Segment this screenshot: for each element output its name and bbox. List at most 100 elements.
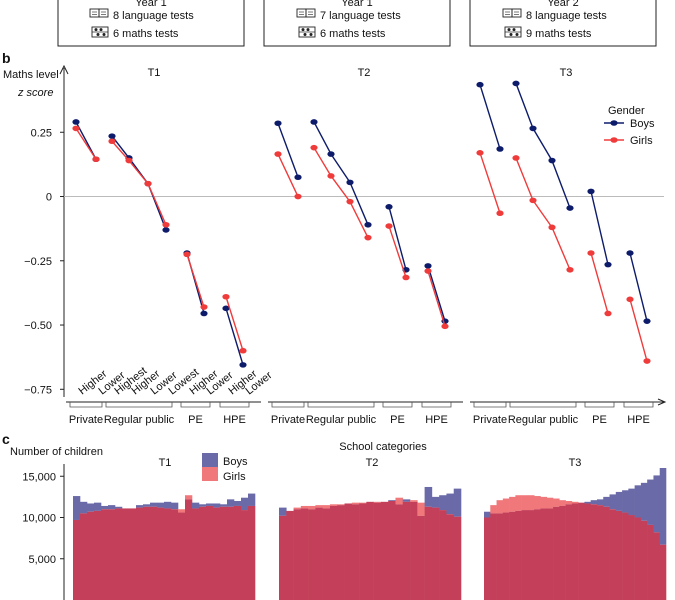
hist-bar-overlap [286, 510, 294, 600]
hist-bar-overlap [484, 517, 491, 600]
point-girls [424, 268, 432, 274]
top-box-year: Year 2 [547, 0, 578, 9]
group-bracket [105, 402, 173, 408]
hist-bar-overlap [515, 510, 522, 600]
point-girls [476, 150, 484, 156]
hist-bar-boys [94, 502, 102, 511]
hist-bar-overlap [129, 508, 137, 600]
hist-bar-overlap [388, 501, 396, 600]
hist-bar-overlap [596, 505, 604, 600]
group-bracket [382, 402, 413, 408]
hist-bar-boys [80, 501, 88, 514]
point-boys [222, 305, 230, 312]
hist-bar-overlap [366, 501, 374, 600]
legend-hist-girls-swatch [202, 467, 218, 481]
hist-bar-overlap [136, 507, 144, 600]
series-line-girls [225, 296, 244, 351]
legend-boys-marker [610, 120, 618, 126]
hist-bar-overlap [659, 544, 667, 600]
hist-bar-overlap [373, 502, 382, 600]
series-line-girls [629, 299, 648, 362]
hist-bar-overlap [322, 508, 331, 600]
hist-bar-boys [157, 502, 165, 508]
hist-bar-boys [241, 497, 249, 511]
hist-bar-overlap [300, 508, 309, 600]
hist-bar-overlap [439, 510, 447, 600]
hist-bar-boys [248, 493, 256, 506]
abacus-icon [298, 26, 316, 38]
hist-bar-overlap [80, 513, 88, 600]
point-boys [548, 157, 556, 164]
point-girls [108, 138, 116, 145]
legend-girls-label: Girls [630, 135, 653, 147]
hist-bar-girls [417, 502, 425, 516]
hist-bar-overlap [94, 510, 102, 600]
point-girls [162, 221, 170, 228]
hist-bar-girls [300, 505, 309, 509]
group-bracket [180, 402, 211, 408]
hist-bar-overlap [329, 505, 338, 600]
hist-bar-overlap [192, 508, 200, 600]
point-girls [529, 197, 537, 204]
hist-bar-boys [206, 503, 214, 506]
hist-bar-overlap [509, 511, 516, 600]
hist-bar-boys [647, 479, 654, 525]
hist-bar-boys [136, 505, 144, 508]
series-line-boys [551, 160, 571, 209]
panel-title: T2 [358, 67, 371, 79]
hist-bar-girls [540, 496, 548, 509]
hist-bar-overlap [351, 504, 360, 600]
hist-bar-overlap [101, 509, 109, 600]
maths-tests-label: 9 maths tests [526, 28, 592, 40]
hist-bar-overlap [622, 512, 629, 600]
group-bracket [219, 402, 250, 408]
hist-bar-girls [509, 496, 516, 512]
series-line-girls [388, 225, 407, 278]
hist-bar-boys [634, 485, 642, 518]
point-girls [346, 198, 354, 205]
panel-b-ylabel-line2: z score [17, 87, 53, 99]
hist-bar-girls [553, 498, 560, 507]
point-boys [476, 81, 484, 88]
hist-bar-overlap [546, 508, 554, 600]
point-girls [274, 151, 282, 157]
y-axis-arrow [59, 64, 69, 75]
hist-bar-overlap [164, 508, 172, 600]
hist-bar-overlap [150, 506, 158, 600]
point-girls [441, 323, 449, 330]
hist-bar-overlap [571, 503, 579, 600]
series-line-girls [515, 157, 534, 201]
hist-bar-boys [609, 494, 617, 510]
hist-bar-boys [590, 500, 598, 505]
hist-bar-overlap [108, 509, 116, 600]
group-bracket [307, 402, 375, 408]
group-bracket [421, 402, 452, 408]
hist-panel-title: T2 [366, 457, 379, 469]
hist-bar-boys [603, 496, 610, 507]
hist-bar-boys [659, 468, 667, 545]
hist-bar-overlap [157, 507, 165, 600]
hist-bar-overlap [424, 506, 433, 600]
point-girls [604, 310, 612, 317]
top-boxes: Year 1 8 language tests 6 maths tests Ye… [57, 0, 657, 47]
series-line-boys [515, 83, 534, 129]
hist-bar-overlap [431, 507, 440, 600]
hist-bar-boys [101, 505, 109, 510]
panel-b-xlabel: School categories [339, 441, 427, 453]
series-line-boys [313, 121, 332, 155]
panel-c-plot: 5,000 10,000 15,000 T1 T2 T3 [22, 457, 667, 600]
group-bracket [623, 402, 654, 408]
group-label: PE [188, 414, 203, 426]
hist-bar-boys [87, 503, 95, 512]
point-boys [346, 179, 354, 186]
hist-bar-boys [402, 499, 411, 502]
point-boys [385, 203, 393, 210]
hist-bar-overlap [308, 509, 316, 600]
series-line-girls [147, 183, 167, 226]
hist-bar-overlap [73, 519, 81, 600]
point-girls [125, 157, 133, 164]
hist-bar-boys [108, 505, 116, 510]
point-girls [310, 144, 318, 151]
series-line-boys [225, 308, 244, 366]
hist-bar-overlap [628, 515, 635, 600]
